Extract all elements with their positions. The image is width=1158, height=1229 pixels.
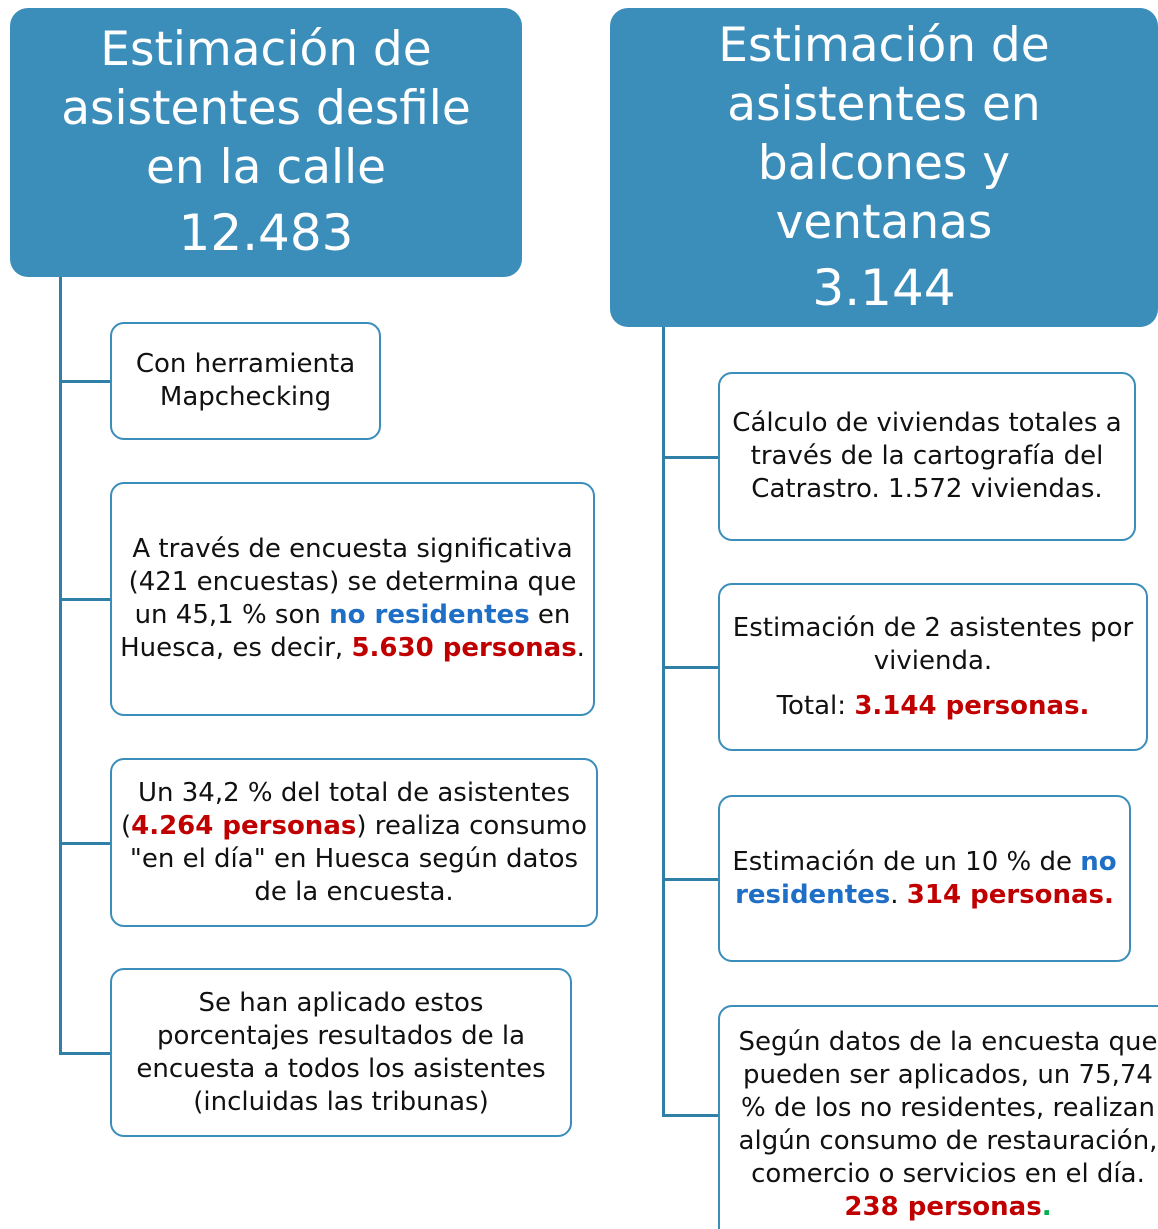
header-title-line: Estimación de <box>100 22 432 77</box>
header-title-line: Estimación de <box>718 17 1050 73</box>
node: Se han aplicado estos porcentajes result… <box>110 968 572 1137</box>
highlight: 5.630 personas <box>351 633 577 663</box>
text: Se han aplicado estos porcentajes result… <box>136 987 546 1117</box>
header: Estimación de asistentes en balcones y vent… <box>610 8 1158 327</box>
node-text: Se han aplicado estos porcentajes result… <box>120 987 562 1119</box>
highlight: . <box>1041 1192 1052 1222</box>
connector <box>59 277 62 1055</box>
text: Un 34,2 % del total de asistentes ( <box>120 777 571 841</box>
highlight: no residentes <box>329 600 530 630</box>
connector <box>662 877 718 881</box>
text: en Huesca, es decir, <box>120 600 571 663</box>
highlight: 4.264 personas <box>131 810 357 841</box>
highlight: 238 personas <box>844 1192 1042 1222</box>
text: Estimación de un 10 % de <box>732 846 1081 877</box>
node-text: A través de encuesta significativa (421 … <box>120 533 585 665</box>
text: A través de encuesta significativa (421 … <box>128 534 577 630</box>
text: Total: <box>776 690 855 721</box>
node-text: Estimación de un 10 % de no residentes. … <box>728 846 1121 912</box>
node-text: Con herramienta Mapchecking <box>120 348 371 414</box>
text: Según datos de la encuesta que pueden se… <box>738 1027 1158 1189</box>
node-text: Un 34,2 % del total de asistentes (4.264… <box>120 777 588 909</box>
header-title-line: asistentes desfile <box>61 81 471 136</box>
connector <box>59 380 110 383</box>
header-title-line: en la calle <box>145 140 387 195</box>
header-title-line: balcones y <box>757 135 1011 191</box>
connector <box>662 327 665 1117</box>
node: Cálculo de viviendas totales a través de… <box>718 372 1136 541</box>
text: ) realiza consumo "en el día" en Huesca … <box>129 810 588 907</box>
header-value: 12.483 <box>178 204 354 262</box>
node: Según datos de la encuesta que pueden se… <box>718 1005 1158 1229</box>
highlight: no residentes <box>735 846 1117 910</box>
highlight: 3.144 personas. <box>854 690 1090 721</box>
connector <box>59 841 110 845</box>
header-value: 3.144 <box>812 258 956 317</box>
text: . <box>890 879 907 910</box>
header: Estimación de asistentes desfile en la cal… <box>10 8 522 277</box>
node-text: Total: 3.144 personas. <box>728 690 1138 723</box>
node: Un 34,2 % del total de asistentes (4.264… <box>110 758 598 927</box>
connector <box>59 1051 110 1055</box>
node-text: Estimación de 2 asistentes por vivienda. <box>728 612 1138 678</box>
connector <box>662 666 718 669</box>
node-text: Según datos de la encuesta que pueden se… <box>728 1026 1158 1224</box>
text: Cálculo de viviendas totales a través de… <box>732 408 1122 504</box>
text: Estimación de 2 asistentes por vivienda. <box>732 612 1134 676</box>
text: . <box>576 633 585 663</box>
node-text: Cálculo de viviendas totales a través de… <box>728 407 1126 506</box>
node: Estimación de 2 asistentes por vivienda.… <box>718 583 1148 751</box>
connector <box>662 1114 718 1117</box>
header-title-line: ventanas <box>775 194 993 250</box>
node: Estimación de un 10 % de no residentes. … <box>718 795 1131 962</box>
connector <box>662 455 718 459</box>
node: A través de encuesta significativa (421 … <box>110 482 595 716</box>
text: Con herramienta Mapchecking <box>135 349 356 412</box>
node: Con herramienta Mapchecking <box>110 322 381 440</box>
highlight: 314 personas. <box>906 879 1114 910</box>
header-title-line: asistentes en <box>727 76 1041 132</box>
connector <box>59 598 110 601</box>
